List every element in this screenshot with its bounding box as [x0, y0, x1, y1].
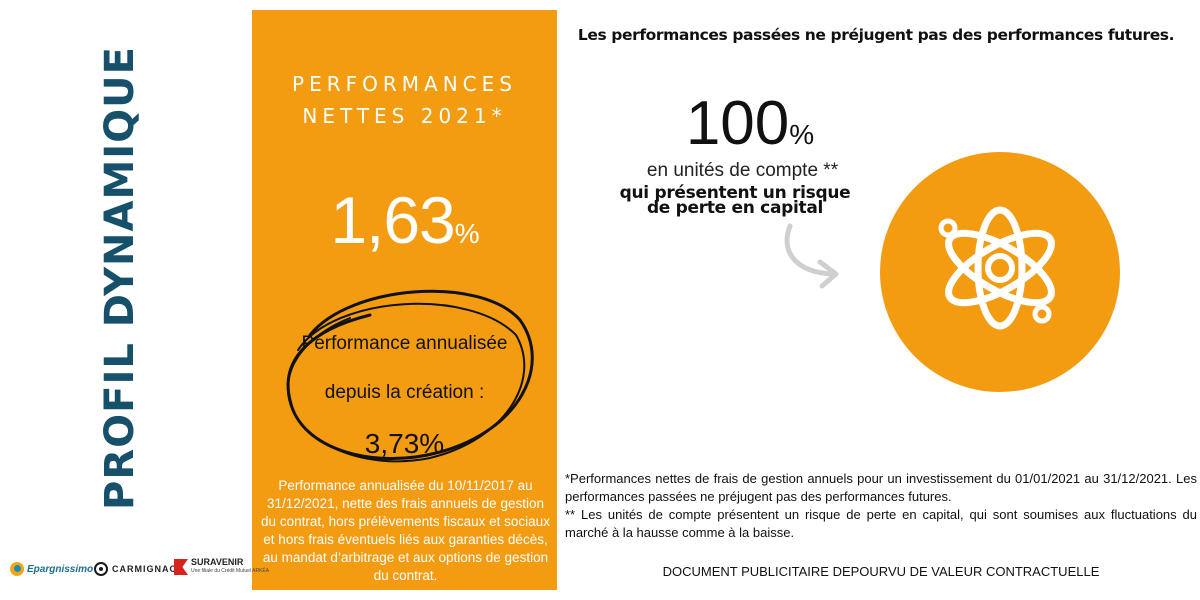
epargnissimo-logo-icon [10, 562, 24, 576]
performance-value: 1,63% [252, 182, 557, 258]
suravenir-logo: SURAVENIR Une filiale du Crédit Mutuel A… [174, 558, 269, 576]
performance-panel: PERFORMANCES NETTES 2021* 1,63% Performa… [252, 10, 557, 590]
atom-circle [880, 152, 1120, 392]
performance-title-line2: NETTES 2021* [302, 104, 507, 128]
epargnissimo-logo-text: Epargnissimo [27, 563, 94, 575]
suravenir-logo-subtext: Une filiale du Crédit Mutuel ARKÉA [191, 568, 270, 574]
scribble-circle [286, 289, 534, 463]
footnote-performance: *Performances nettes de frais de gestion… [565, 471, 1197, 504]
suravenir-logo-text: SURAVENIR [191, 557, 244, 567]
disclaimer: DOCUMENT PUBLICITAIRE DEPOURVU DE VALEUR… [662, 564, 1100, 579]
carmignac-logo-icon [94, 562, 108, 576]
units-value: 100% [640, 88, 860, 159]
annualized-label-line2: depuis la création : [324, 382, 485, 403]
atom-icon [938, 206, 1055, 330]
curved-arrow-icon [784, 223, 839, 289]
epargnissimo-logo: Epargnissimo [10, 562, 93, 576]
risk-text-line1: qui présentent un risque [619, 183, 851, 203]
carmignac-logo: CARMIGNAC [94, 562, 177, 576]
performance-title: PERFORMANCES NETTES 2021* [252, 68, 557, 132]
side-title: PROFIL DYNAMIQUE [97, 46, 143, 510]
footnotes: *Performances nettes de frais de gestion… [565, 470, 1197, 542]
risk-text: qui présentent un risque de perte en cap… [600, 183, 870, 218]
performance-value-number: 1,63 [330, 183, 455, 257]
annualized-value: 3,73% [364, 428, 445, 459]
carmignac-logo-text: CARMIGNAC [112, 564, 177, 574]
footnote-units: ** Les unités de compte présentent un ri… [565, 507, 1197, 540]
annualized-note: Performance annualisée du 10/11/2017 au … [261, 478, 550, 583]
annualized-label-line1: Performance annualisée [301, 333, 508, 354]
units-label: en unités de compte ** [646, 160, 839, 181]
units-value-number: 100 [685, 89, 790, 158]
suravenir-logo-icon [174, 559, 188, 575]
risk-text-line2: de perte en capital [646, 198, 824, 218]
units-value-unit: % [789, 119, 815, 150]
headline: Les performances passées ne préjugent pa… [577, 26, 1175, 44]
performance-title-line1: PERFORMANCES [292, 72, 517, 96]
performance-value-unit: % [454, 218, 480, 249]
